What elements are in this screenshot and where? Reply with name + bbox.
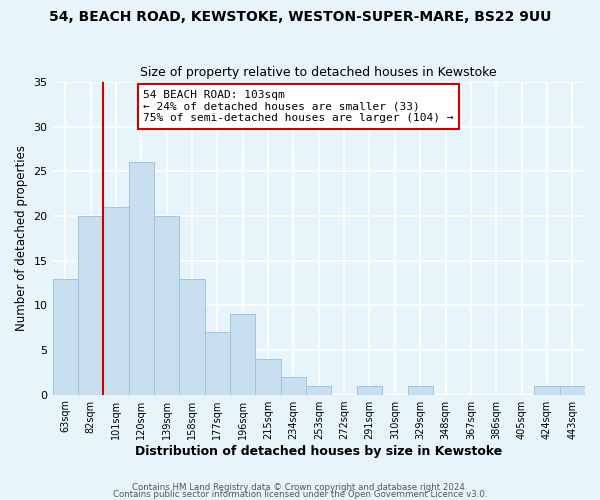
Bar <box>128 162 154 394</box>
Bar <box>357 386 382 394</box>
Bar <box>53 278 78 394</box>
Title: Size of property relative to detached houses in Kewstoke: Size of property relative to detached ho… <box>140 66 497 80</box>
Y-axis label: Number of detached properties: Number of detached properties <box>15 146 28 332</box>
X-axis label: Distribution of detached houses by size in Kewstoke: Distribution of detached houses by size … <box>135 444 502 458</box>
Bar <box>306 386 331 394</box>
Text: Contains public sector information licensed under the Open Government Licence v3: Contains public sector information licen… <box>113 490 487 499</box>
Text: 54, BEACH ROAD, KEWSTOKE, WESTON-SUPER-MARE, BS22 9UU: 54, BEACH ROAD, KEWSTOKE, WESTON-SUPER-M… <box>49 10 551 24</box>
Bar <box>407 386 433 394</box>
Bar <box>103 207 128 394</box>
Bar <box>154 216 179 394</box>
Bar <box>560 386 585 394</box>
Bar <box>534 386 560 394</box>
Bar <box>78 216 103 394</box>
Bar <box>205 332 230 394</box>
Bar <box>230 314 256 394</box>
Bar <box>256 359 281 394</box>
Bar <box>179 278 205 394</box>
Text: Contains HM Land Registry data © Crown copyright and database right 2024.: Contains HM Land Registry data © Crown c… <box>132 484 468 492</box>
Bar <box>281 376 306 394</box>
Text: 54 BEACH ROAD: 103sqm
← 24% of detached houses are smaller (33)
75% of semi-deta: 54 BEACH ROAD: 103sqm ← 24% of detached … <box>143 90 454 123</box>
